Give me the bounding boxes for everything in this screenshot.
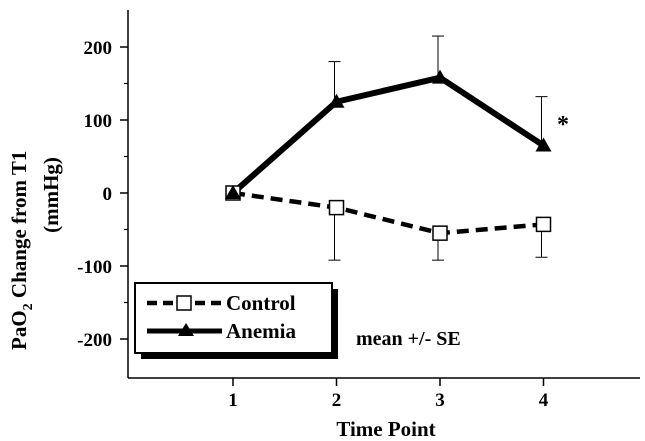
legend-box xyxy=(134,282,333,354)
y-tick-label: -200 xyxy=(77,330,112,351)
anemia-point xyxy=(328,93,345,108)
series-line-control xyxy=(232,190,544,236)
x-tick-label: 2 xyxy=(332,390,342,411)
anemia-point xyxy=(535,137,552,152)
mean-se-note: mean +/- SE xyxy=(356,328,461,350)
axes xyxy=(127,10,640,379)
x-ticks: 1 2 3 4 xyxy=(228,378,549,411)
x-tick-label: 1 xyxy=(228,390,238,411)
y-axis-title-rest: Change from T1 xyxy=(7,151,31,304)
y-tick-label: 200 xyxy=(84,38,113,59)
control-point xyxy=(535,216,552,233)
anemia-point xyxy=(225,185,241,199)
legend-anemia-marker xyxy=(178,323,194,336)
control-point xyxy=(328,199,345,216)
x-axis-title: Time Point xyxy=(336,417,435,441)
legend: Control Anemia xyxy=(134,282,338,359)
significance-star: * xyxy=(557,112,569,138)
y-tick-label: 0 xyxy=(103,184,113,205)
y-axis-title: PaO2 Change from T1 xyxy=(7,151,36,350)
legend-item-control: Control xyxy=(147,291,296,315)
error-bars xyxy=(328,35,548,261)
legend-item-anemia: Anemia xyxy=(147,319,296,343)
legend-control-label: Control xyxy=(226,291,296,315)
control-point xyxy=(432,225,448,241)
y-ticks: 200 100 0 -100 -200 xyxy=(77,38,128,351)
y-tick-label: 100 xyxy=(84,111,113,132)
legend-anemia-label: Anemia xyxy=(226,319,296,343)
series-lines xyxy=(231,74,546,236)
y-axis-title-main: PaO xyxy=(7,310,31,350)
anemia-point xyxy=(432,69,448,84)
x-tick-label: 3 xyxy=(435,390,445,411)
y-axis-title-sub: 2 xyxy=(21,303,36,310)
legend-control-marker xyxy=(176,295,192,311)
series-line-anemia xyxy=(231,74,546,196)
series-markers xyxy=(225,69,552,241)
y-tick-label: -100 xyxy=(77,257,112,278)
x-tick-label: 4 xyxy=(539,390,549,411)
y-axis-title-units: (mmHg) xyxy=(39,157,63,233)
